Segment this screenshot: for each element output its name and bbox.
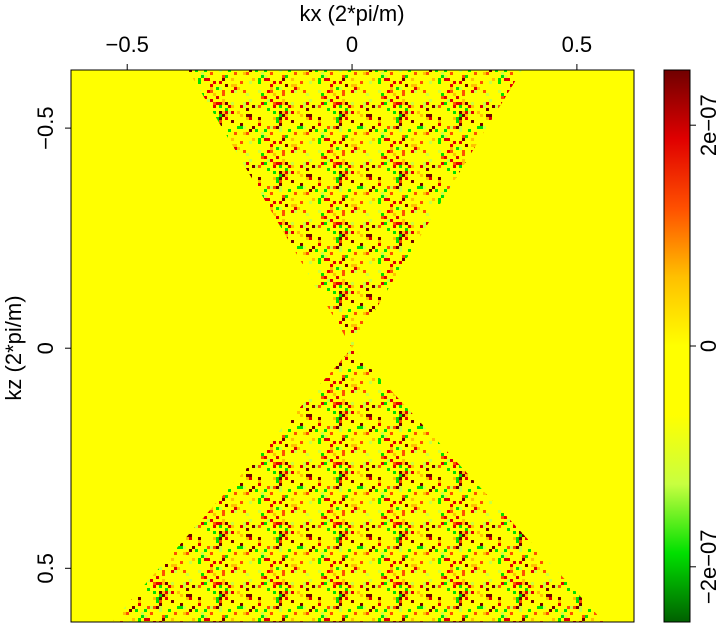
x-tick-label: 0.5 bbox=[562, 32, 593, 57]
x-tick-label: −0.5 bbox=[105, 32, 148, 57]
y-tick-label: −0.5 bbox=[33, 106, 58, 149]
y-tick-label: 0.5 bbox=[33, 553, 58, 584]
colorbar-tick-label: 2e−07 bbox=[696, 94, 721, 156]
y-axis-label: kz (2*pi/m) bbox=[1, 295, 26, 400]
x-tick-label: 0 bbox=[346, 32, 358, 57]
colorbar-tick-label: −2e−07 bbox=[696, 529, 721, 604]
colorbar-tick-label: 0 bbox=[696, 340, 721, 352]
colorbar bbox=[663, 69, 691, 623]
x-axis-label: kx (2*pi/m) bbox=[299, 1, 404, 26]
y-tick-label: 0 bbox=[33, 342, 58, 354]
